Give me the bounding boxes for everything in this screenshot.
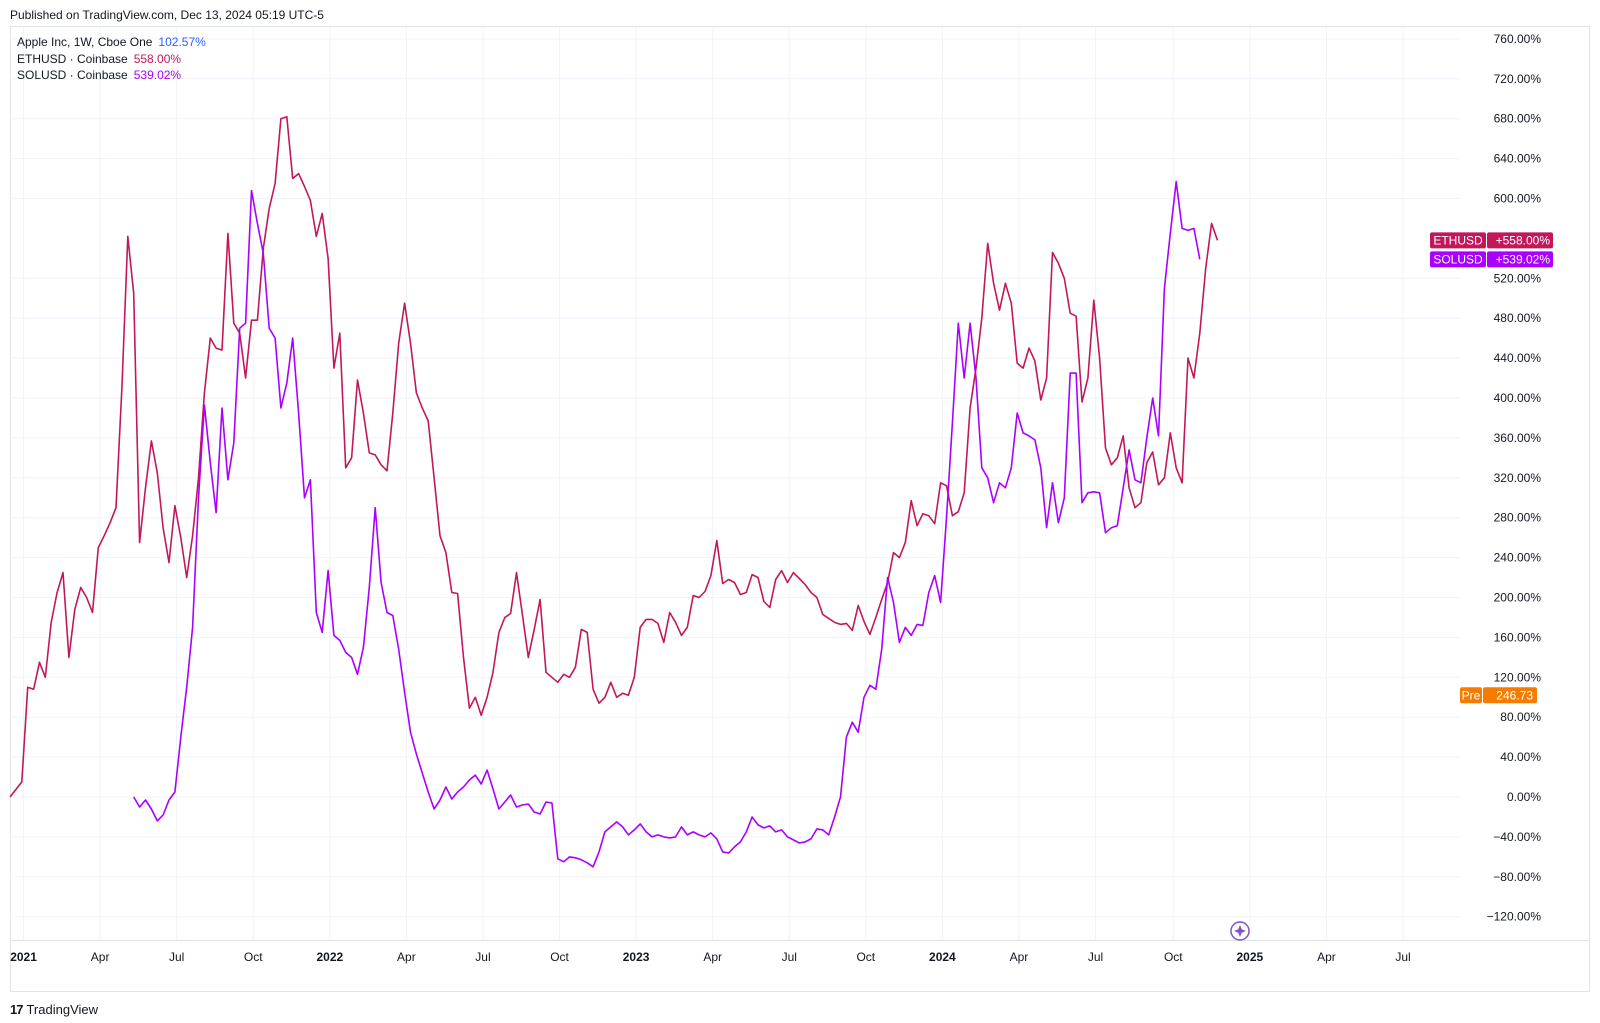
price-badge-pre-label	[1460, 687, 1482, 704]
footer-brand: TradingView	[26, 1002, 99, 1017]
series-badge-solusd-value-bg	[1487, 251, 1553, 268]
y-tick-label: 600.00%	[1494, 192, 1542, 206]
y-tick-label: 400.00%	[1494, 391, 1542, 405]
y-tick-label: 680.00%	[1494, 112, 1542, 126]
published-header: Published on TradingView.com, Dec 13, 20…	[10, 8, 324, 22]
y-tick-label: 440.00%	[1494, 351, 1542, 365]
x-tick-label: Apr	[703, 950, 722, 964]
price-badge-pre-text: Pre	[1462, 688, 1481, 702]
y-tick-label: 360.00%	[1494, 431, 1542, 445]
y-tick-label: 240.00%	[1494, 551, 1542, 565]
y-tick-label: 160.00%	[1494, 630, 1542, 644]
x-tick-label: Oct	[1164, 950, 1183, 964]
legend-series-name: Apple Inc, 1W, Cboe One	[17, 35, 153, 49]
y-tick-label: 480.00%	[1494, 311, 1542, 325]
legend-entry-ethusd[interactable]: ETHUSD · Coinbase 558.00%	[17, 51, 206, 68]
x-tick-label: Jul	[475, 950, 490, 964]
x-tick-label: Oct	[550, 950, 569, 964]
x-tick-label: 2023	[623, 950, 650, 964]
series-badge-ethusd-name: ETHUSD	[1433, 233, 1483, 247]
y-tick-label: 640.00%	[1494, 152, 1542, 166]
footer: 17 TradingView	[10, 1002, 98, 1017]
x-tick-label: Apr	[91, 950, 110, 964]
y-tick-label: 760.00%	[1494, 32, 1542, 46]
x-tick-label: 2024	[929, 950, 956, 964]
x-tick-label: 2025	[1236, 950, 1263, 964]
x-tick-label: Jul	[169, 950, 184, 964]
x-tick-label: Apr	[1010, 950, 1029, 964]
x-tick-label: 2022	[316, 950, 343, 964]
y-tick-label: 320.00%	[1494, 471, 1542, 485]
y-tick-label: 120.00%	[1494, 670, 1542, 684]
x-tick-label: Jul	[782, 950, 797, 964]
series-badge-ethusd-name-bg	[1430, 232, 1486, 249]
legend-series-value: 539.02%	[133, 68, 182, 82]
x-tick-label: Oct	[244, 950, 263, 964]
legend-entry-apple[interactable]: Apple Inc, 1W, Cboe One 102.57%	[17, 34, 206, 51]
y-tick-label: 520.00%	[1494, 271, 1542, 285]
y-tick-label: −80.00%	[1493, 870, 1541, 884]
y-tick-label: 0.00%	[1507, 790, 1541, 804]
x-tick-label: Apr	[1317, 950, 1336, 964]
y-tick-label: 40.00%	[1500, 750, 1541, 764]
y-tick-label: −120.00%	[1487, 910, 1542, 924]
series-line-solusd[interactable]	[133, 180, 1201, 868]
x-tick-label: Jul	[1395, 950, 1410, 964]
series-badge-ethusd-value-bg	[1487, 232, 1553, 249]
legend-series-value: 102.57%	[158, 35, 206, 49]
series-line-ethusd[interactable]	[9, 115, 1219, 798]
legend-series-value: 558.00%	[133, 51, 182, 66]
chart-legend: Apple Inc, 1W, Cboe One 102.57% ETHUSD · …	[17, 34, 206, 84]
x-tick-label: Apr	[397, 950, 416, 964]
chart-frame	[10, 26, 1590, 992]
legend-series-name: ETHUSD · Coinbase	[17, 51, 128, 66]
y-tick-label: 720.00%	[1494, 72, 1542, 86]
series-badge-solusd-name-bg	[1430, 251, 1486, 268]
tradingview-logo-icon: 17	[10, 1002, 24, 1017]
legend-entry-solusd[interactable]: SOLUSD · Coinbase 539.02%	[17, 67, 206, 84]
x-tick-label: Oct	[856, 950, 875, 964]
x-tick-label: Jul	[1088, 950, 1103, 964]
y-tick-label: 80.00%	[1500, 710, 1541, 724]
price-badge-pre-value-bg	[1483, 687, 1537, 704]
legend-series-name: SOLUSD · Coinbase	[17, 68, 128, 82]
price-badge-pre-value: 246.73	[1496, 688, 1533, 702]
series-badge-ethusd-value: +558.00%	[1496, 233, 1551, 247]
series-badge-solusd-name: SOLUSD	[1433, 252, 1483, 266]
sparkle-icon	[1234, 925, 1246, 937]
y-tick-label: 200.00%	[1494, 591, 1542, 605]
x-tick-label: 2021	[10, 950, 37, 964]
y-tick-label: −40.00%	[1493, 830, 1541, 844]
y-tick-label: 280.00%	[1494, 511, 1542, 525]
series-badge-solusd-value: +539.02%	[1496, 252, 1551, 266]
